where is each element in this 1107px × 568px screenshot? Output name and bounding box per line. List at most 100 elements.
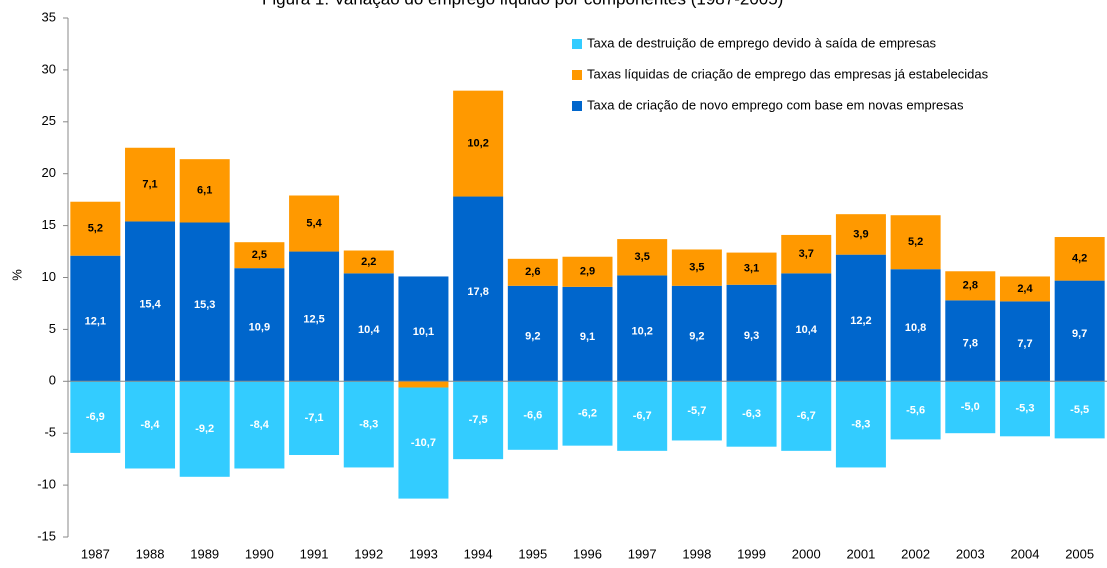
data-label: 12,5	[303, 313, 324, 325]
data-label: 2,5	[252, 249, 267, 261]
data-label: -6,6	[523, 409, 542, 421]
bar	[617, 239, 668, 276]
data-label: 2,8	[963, 280, 978, 292]
bar	[617, 381, 668, 451]
data-label: 15,4	[139, 298, 161, 310]
data-label: 9,2	[525, 330, 540, 342]
bar	[70, 201, 121, 256]
data-label: -9,2	[195, 423, 214, 435]
bar	[125, 147, 176, 222]
bar	[343, 250, 394, 274]
data-label: 9,1	[580, 331, 595, 343]
bar	[125, 381, 176, 469]
data-label: 3,1	[744, 263, 759, 275]
data-label: 10,4	[796, 324, 818, 336]
x-tick-label: 1988	[136, 546, 165, 561]
bar	[781, 381, 832, 451]
bar	[835, 214, 886, 255]
y-tick-label: 20	[42, 165, 56, 180]
data-label: 2,2	[361, 256, 376, 268]
data-label: -7,1	[305, 412, 324, 424]
bar	[398, 276, 449, 382]
data-label: 12,2	[850, 315, 871, 327]
data-label: 10,1	[413, 326, 434, 338]
data-label: 10,2	[631, 325, 652, 337]
x-tick-label: 1995	[518, 546, 547, 561]
x-tick-label: 1991	[300, 546, 329, 561]
data-label: 2,9	[580, 266, 595, 278]
x-tick-label: 1997	[628, 546, 657, 561]
data-label: 10,4	[358, 324, 380, 336]
data-label: -8,4	[141, 419, 161, 431]
bar	[453, 381, 504, 460]
bar	[617, 275, 668, 382]
legend-swatch	[572, 39, 582, 49]
data-label: 5,4	[306, 217, 322, 229]
x-tick-label: 1999	[737, 546, 766, 561]
y-tick-label: 25	[42, 113, 56, 128]
y-tick-label: -5	[44, 425, 56, 440]
x-tick-label: 2003	[956, 546, 985, 561]
y-tick-label: 35	[42, 9, 56, 24]
bar	[507, 258, 558, 286]
legend-label: Taxa de criação de novo emprego com base…	[587, 97, 964, 112]
data-label: 9,2	[689, 330, 704, 342]
x-tick-label: 1996	[573, 546, 602, 561]
bar	[289, 251, 340, 382]
bar	[289, 195, 340, 252]
bar	[234, 242, 285, 269]
bar	[945, 300, 996, 382]
bar	[890, 215, 941, 270]
bar	[890, 269, 941, 382]
chart-title: Figura 1: Variação do emprego líquido po…	[262, 0, 783, 8]
y-tick-label: -10	[37, 477, 56, 492]
x-tick-label: 2005	[1065, 546, 1094, 561]
data-label: -8,3	[851, 418, 870, 430]
bar	[781, 273, 832, 382]
y-tick-label: 5	[49, 321, 56, 336]
bar	[234, 381, 285, 469]
x-tick-label: 1993	[409, 546, 438, 561]
bar	[671, 285, 722, 382]
x-tick-label: 2002	[901, 546, 930, 561]
data-label: -5,7	[687, 405, 706, 417]
y-axis-label: %	[9, 269, 24, 281]
bar	[726, 381, 777, 447]
data-label: -8,3	[359, 418, 378, 430]
data-label: 3,7	[799, 248, 814, 260]
data-label: 15,3	[194, 299, 215, 311]
bar	[1054, 381, 1105, 439]
y-tick-label: 10	[42, 269, 56, 284]
bar	[70, 381, 121, 453]
bar	[890, 381, 941, 440]
bar	[726, 284, 777, 382]
data-label: -8,4	[250, 419, 270, 431]
legend-label: Taxa de destruição de emprego devido à s…	[587, 35, 937, 50]
bar	[179, 222, 230, 382]
y-tick-label: 15	[42, 217, 56, 232]
x-tick-label: 2001	[846, 546, 875, 561]
data-label: -6,7	[797, 410, 816, 422]
data-label: -6,3	[742, 408, 761, 420]
data-label: 2,6	[525, 266, 540, 278]
data-label: -5,3	[1015, 403, 1034, 415]
x-tick-label: 1994	[464, 546, 493, 561]
legend-swatch	[572, 70, 582, 80]
data-label: 6,1	[197, 185, 212, 197]
x-tick-label: 2004	[1011, 546, 1040, 561]
data-label: 10,2	[467, 138, 488, 150]
y-tick-label: 0	[49, 373, 56, 388]
bar	[70, 255, 121, 382]
bar	[999, 301, 1050, 382]
bar	[999, 381, 1050, 437]
bar	[234, 268, 285, 382]
bar	[671, 249, 722, 286]
data-label: 7,1	[142, 179, 157, 191]
bar	[289, 381, 340, 455]
bar	[726, 252, 777, 285]
x-tick-label: 1998	[682, 546, 711, 561]
x-tick-label: 2000	[792, 546, 821, 561]
bar	[453, 90, 504, 197]
data-label: -6,7	[633, 410, 652, 422]
